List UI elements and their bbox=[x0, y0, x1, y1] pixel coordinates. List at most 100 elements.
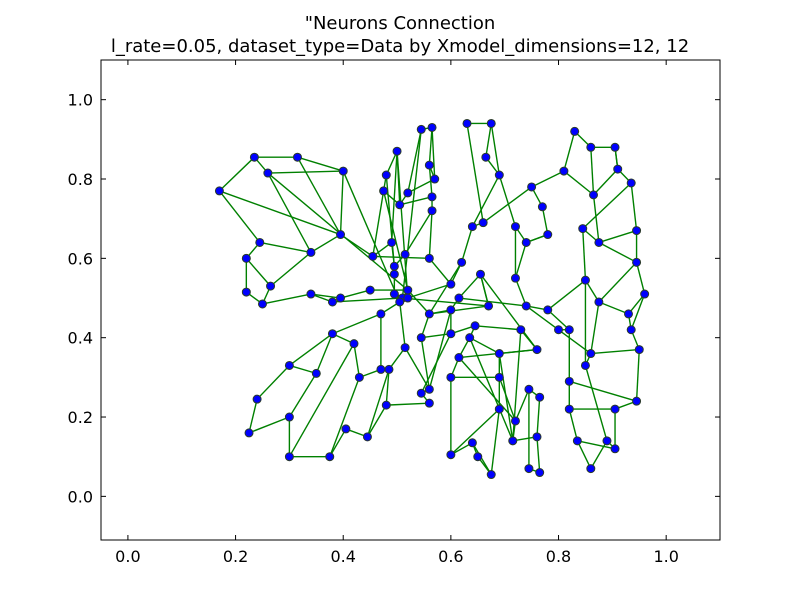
connection-edge bbox=[262, 293, 312, 305]
connection-edge bbox=[469, 337, 514, 442]
neuron-node bbox=[214, 186, 224, 196]
neuron-node bbox=[424, 160, 434, 170]
connection-edge bbox=[598, 301, 629, 315]
neuron-node bbox=[424, 309, 434, 319]
neuron-node bbox=[336, 293, 346, 303]
connection-edge bbox=[296, 156, 342, 235]
neuron-node bbox=[481, 152, 491, 162]
neuron-node bbox=[626, 178, 636, 188]
connection-edge bbox=[310, 293, 341, 299]
neuron-node bbox=[589, 190, 599, 200]
neuron-node bbox=[532, 345, 542, 355]
y-tick-label: 0.2 bbox=[68, 408, 93, 427]
neuron-node bbox=[241, 287, 251, 297]
connection-edge bbox=[514, 388, 530, 422]
connection-edge bbox=[458, 297, 527, 307]
chart-title-line2: l_rate=0.05, dataset_type=Data by Xmodel… bbox=[111, 36, 689, 57]
connection-edge bbox=[598, 261, 638, 303]
neuron-node bbox=[362, 432, 372, 442]
connection-edge bbox=[421, 333, 451, 339]
connection-edge bbox=[577, 440, 616, 450]
neuron-node bbox=[473, 452, 483, 462]
connection-edge bbox=[407, 178, 436, 194]
neuron-node bbox=[381, 400, 391, 410]
connection-edge bbox=[514, 277, 527, 307]
neuron-node bbox=[610, 444, 620, 454]
neuron-node bbox=[338, 166, 348, 176]
connection-edge bbox=[256, 364, 290, 400]
connection-edge bbox=[490, 409, 501, 475]
neuron-node bbox=[632, 396, 642, 406]
connection-edge bbox=[590, 348, 640, 355]
y-tick-label: 1.0 bbox=[68, 91, 93, 110]
neuron-node bbox=[494, 404, 504, 414]
neuron-node bbox=[325, 452, 335, 462]
connection-edge bbox=[407, 289, 430, 315]
neuron-node bbox=[594, 297, 604, 307]
connection-edge bbox=[531, 170, 565, 188]
y-tick-label: 0.0 bbox=[68, 487, 93, 506]
neuron-node bbox=[586, 142, 596, 152]
neuron-node bbox=[395, 297, 405, 307]
connection-edge bbox=[547, 309, 570, 331]
neuron-node bbox=[365, 285, 375, 295]
neuron-node bbox=[494, 372, 504, 382]
neuron-node bbox=[446, 450, 456, 460]
neuron-node bbox=[623, 309, 633, 319]
neuron-node bbox=[559, 166, 569, 176]
connection-edge bbox=[219, 190, 341, 236]
connection-edge bbox=[479, 273, 538, 351]
connection-edge bbox=[288, 373, 317, 418]
x-tick-label: 0.2 bbox=[223, 547, 248, 566]
connection-edge bbox=[288, 343, 355, 458]
neuron-node bbox=[494, 170, 504, 180]
connection-edge bbox=[568, 408, 579, 441]
connection-edge bbox=[498, 174, 517, 227]
connection-edge bbox=[404, 210, 433, 255]
neuron-node bbox=[376, 309, 386, 319]
neuron-node bbox=[403, 293, 413, 303]
neuron-node bbox=[389, 289, 399, 299]
neuron-node bbox=[446, 329, 456, 339]
x-tick-label: 0.8 bbox=[546, 547, 571, 566]
neuron-node bbox=[427, 122, 437, 132]
connection-edge bbox=[547, 279, 586, 311]
connection-edge bbox=[329, 428, 347, 458]
connection-edge bbox=[385, 369, 390, 406]
connection-edge bbox=[630, 293, 646, 330]
connection-edge bbox=[270, 251, 312, 287]
connection-edge bbox=[404, 347, 430, 390]
x-tick-label: 0.4 bbox=[330, 547, 355, 566]
connection-edge bbox=[428, 257, 452, 285]
neuron-node bbox=[602, 436, 612, 446]
neuron-node bbox=[535, 468, 545, 478]
neuron-node bbox=[387, 237, 397, 247]
neuron-node bbox=[244, 428, 254, 438]
connection-edge bbox=[428, 127, 433, 166]
neuron-node bbox=[427, 192, 437, 202]
connection-edge bbox=[289, 364, 317, 375]
neuron-node bbox=[521, 301, 531, 311]
connection-edge bbox=[582, 182, 632, 230]
neuron-node bbox=[470, 321, 480, 331]
connection-edge bbox=[248, 416, 290, 434]
neuron-node bbox=[416, 388, 426, 398]
neuron-node bbox=[430, 174, 440, 184]
neuron-node bbox=[349, 339, 359, 349]
connection-edge bbox=[332, 297, 403, 303]
neuron-node bbox=[389, 269, 399, 279]
neuron-node bbox=[266, 281, 276, 291]
neuron-node bbox=[626, 325, 636, 335]
connection-edge bbox=[460, 226, 474, 263]
connection-edge bbox=[569, 380, 637, 402]
neuron-node bbox=[532, 432, 542, 442]
connection-edge bbox=[541, 206, 549, 235]
neuron-node bbox=[284, 360, 294, 370]
neuron-node bbox=[284, 412, 294, 422]
connection-edge bbox=[248, 399, 258, 434]
connection-edge bbox=[630, 182, 638, 231]
connection-edge bbox=[590, 440, 608, 469]
neuron-node bbox=[484, 301, 494, 311]
connection-edge bbox=[407, 129, 422, 194]
neuron-node bbox=[241, 253, 251, 263]
